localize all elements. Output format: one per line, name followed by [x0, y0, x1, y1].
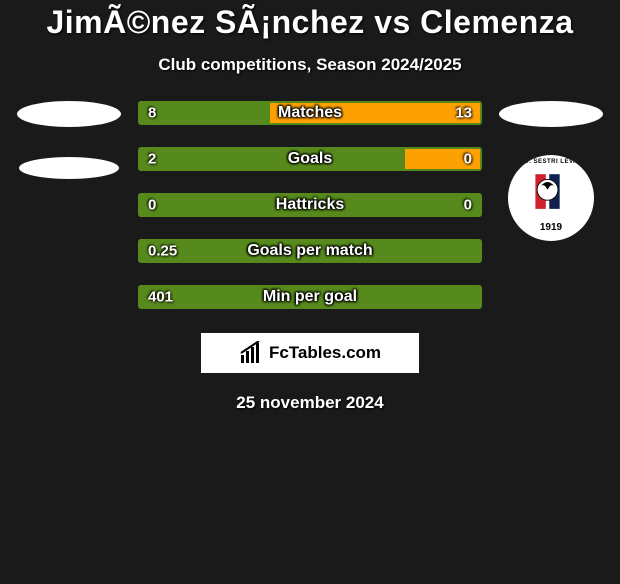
stat-value-right: 0 — [464, 197, 472, 214]
stat-bar: 8 13 Matches — [138, 101, 482, 125]
club-badge-graphic — [525, 169, 577, 221]
stat-value-left: 0 — [148, 197, 156, 214]
stat-label: Goals — [288, 150, 332, 168]
stats-bars: 8 13 Matches 2 0 Goals 0 0 Hattricks 0.25 Goals pe… — [138, 101, 482, 309]
stats-area: 8 13 Matches 2 0 Goals 0 0 Hattricks 0.25 Goals pe… — [8, 101, 612, 309]
stat-label: Min per goal — [263, 288, 357, 306]
stat-bar: 0.25 Goals per match — [138, 239, 482, 263]
right-player-col: U.S.D. SESTRI LEVANTE 1919 — [496, 101, 606, 241]
stat-value-left: 0.25 — [148, 243, 177, 260]
bar-segment-left — [140, 103, 270, 123]
stat-value-left: 401 — [148, 289, 173, 306]
date-text: 25 november 2024 — [8, 393, 612, 413]
stat-bar: 0 0 Hattricks — [138, 193, 482, 217]
subtitle: Club competitions, Season 2024/2025 — [8, 55, 612, 75]
bar-segment-left — [140, 149, 405, 169]
player1-club-image-placeholder — [19, 157, 119, 179]
stat-value-right: 13 — [455, 105, 472, 122]
brand-text: FcTables.com — [269, 343, 381, 363]
stat-label: Goals per match — [247, 242, 372, 260]
brand-logo: FcTables.com — [201, 333, 419, 373]
left-player-col — [14, 101, 124, 179]
club-ring-text: U.S.D. SESTRI LEVANTE — [511, 159, 592, 165]
player2-club-badge: U.S.D. SESTRI LEVANTE 1919 — [508, 155, 594, 241]
player1-image-placeholder — [17, 101, 121, 127]
page-title: JimÃ©nez SÃ¡nchez vs Clemenza — [8, 4, 612, 41]
stat-label: Matches — [278, 104, 342, 122]
stat-value-right: 0 — [464, 151, 472, 168]
stat-value-left: 2 — [148, 151, 156, 168]
stat-value-left: 8 — [148, 105, 156, 122]
brand-chart-icon — [239, 341, 265, 365]
club-year: 1919 — [540, 222, 562, 233]
player2-image-placeholder — [499, 101, 603, 127]
stat-label: Hattricks — [276, 196, 344, 214]
stat-bar: 2 0 Goals — [138, 147, 482, 171]
stat-bar: 401 Min per goal — [138, 285, 482, 309]
